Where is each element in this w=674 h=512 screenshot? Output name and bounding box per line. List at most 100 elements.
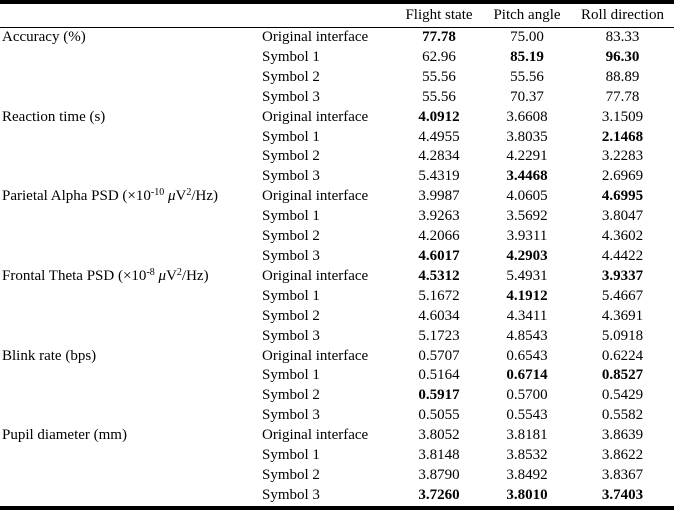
interface-label: Original interface	[262, 108, 369, 125]
interface-label: Symbol 3	[262, 407, 320, 424]
value-pitch-angle: 0.5700	[506, 387, 548, 404]
value-pitch-angle: 0.6714	[506, 367, 548, 384]
interface-label: Symbol 3	[262, 486, 320, 503]
value-roll-direction: 4.3691	[601, 307, 644, 324]
metric-label-superscript: 2	[186, 187, 192, 199]
interface-label: Symbol 3	[262, 168, 320, 185]
value-pitch-angle: 3.5692	[506, 208, 548, 225]
value-pitch-angle: 3.6608	[506, 108, 548, 125]
table-row: Symbol 1 5.1672 4.1912 5.4667	[0, 287, 674, 307]
value-roll-direction: 5.4667	[601, 287, 644, 304]
interface-label: Symbol 1	[262, 287, 320, 304]
value-flight-state: 3.9263	[418, 208, 460, 225]
value-pitch-angle: 4.8543	[506, 327, 548, 344]
metric-label	[0, 147, 262, 167]
value-flight-state: 62.96	[422, 48, 456, 65]
table-row: Symbol 3 0.5055 0.5543 0.5582	[0, 406, 674, 426]
value-roll-direction: 3.9337	[601, 267, 644, 284]
interface-label: Original interface	[262, 267, 369, 284]
metric-label	[0, 327, 262, 347]
metric-label	[0, 446, 262, 466]
metric-label	[0, 486, 262, 508]
header-flight-state: Flight state	[405, 7, 473, 23]
interface-label: Symbol 2	[262, 387, 320, 404]
table-row: Symbol 3 4.6017 4.2903 4.4422	[0, 247, 674, 267]
interface-label: Symbol 1	[262, 367, 320, 384]
interface-label: Original interface	[262, 347, 369, 364]
metric-label	[0, 88, 262, 108]
table-row: Parietal Alpha PSD (×10-10 μV2/Hz) Origin…	[0, 187, 674, 207]
interface-label: Symbol 1	[262, 48, 320, 65]
metric-label	[0, 48, 262, 68]
value-flight-state: 4.6034	[418, 307, 460, 324]
table-row: Accuracy (%) Original interface 77.78 75.00…	[0, 28, 674, 48]
table-row: Symbol 2 4.2066 3.9311 4.3602	[0, 227, 674, 247]
metric-label: Parietal Alpha PSD (×10-10 μV2/Hz)	[0, 187, 262, 207]
interface-label: Symbol 3	[262, 247, 320, 264]
value-flight-state: 3.8052	[418, 427, 460, 444]
value-pitch-angle: 55.56	[510, 68, 544, 85]
metric-label: Pupil diameter (mm)	[0, 426, 262, 446]
value-pitch-angle: 3.8532	[506, 447, 548, 464]
value-flight-state: 4.2066	[418, 228, 460, 245]
value-roll-direction: 4.6995	[601, 188, 644, 205]
value-flight-state: 0.5917	[418, 387, 460, 404]
metric-label-text: μ	[158, 267, 167, 284]
header-row: Flight state Pitch angle Roll direction	[0, 2, 674, 28]
metric-label	[0, 366, 262, 386]
value-roll-direction: 96.30	[605, 48, 640, 65]
value-roll-direction: 3.8622	[601, 447, 644, 464]
value-roll-direction: 5.0918	[601, 327, 644, 344]
value-roll-direction: 2.6969	[601, 168, 644, 185]
value-flight-state: 0.5055	[418, 407, 460, 424]
value-roll-direction: 0.5582	[601, 407, 644, 424]
value-flight-state: 4.2834	[418, 148, 460, 165]
table-row: Symbol 1 3.8148 3.8532 3.8622	[0, 446, 674, 466]
metric-label	[0, 128, 262, 148]
value-roll-direction: 4.3602	[601, 228, 644, 245]
table-row: Symbol 2 55.56 55.56 88.89	[0, 68, 674, 88]
metric-label	[0, 466, 262, 486]
table-row: Pupil diameter (mm) Original interface 3.8…	[0, 426, 674, 446]
interface-label: Symbol 1	[262, 208, 320, 225]
metric-label	[0, 307, 262, 327]
value-flight-state: 55.56	[422, 68, 456, 85]
metric-label	[0, 167, 262, 187]
table-row: Symbol 1 4.4955 3.8035 2.1468	[0, 128, 674, 148]
table-row: Symbol 3 5.4319 3.4468 2.6969	[0, 167, 674, 187]
value-roll-direction: 0.6224	[601, 347, 644, 364]
value-flight-state: 4.6017	[418, 247, 460, 264]
metric-label-text: Blink rate (bps)	[2, 347, 97, 364]
metric-label-superscript: 2	[176, 266, 182, 278]
table-row: Blink rate (bps) Original interface 0.5707…	[0, 347, 674, 367]
interface-label: Symbol 2	[262, 466, 320, 483]
value-pitch-angle: 4.1912	[506, 287, 548, 304]
value-flight-state: 3.7260	[418, 486, 460, 503]
metric-label: Frontal Theta PSD (×10-8 μV2/Hz)	[0, 267, 262, 287]
value-pitch-angle: 3.8035	[506, 128, 548, 145]
metric-label	[0, 247, 262, 267]
interface-label: Symbol 2	[262, 68, 320, 85]
table-row: Symbol 2 4.6034 4.3411 4.3691	[0, 307, 674, 327]
metric-label-text: Parietal Alpha PSD (×10	[2, 188, 151, 205]
metric-label	[0, 68, 262, 88]
value-flight-state: 3.8790	[418, 466, 460, 483]
value-roll-direction: 2.1468	[601, 128, 644, 145]
value-roll-direction: 3.1509	[601, 108, 644, 125]
value-roll-direction: 0.8527	[601, 367, 644, 384]
value-flight-state: 5.1723	[418, 327, 460, 344]
table-row: Symbol 3 55.56 70.37 77.78	[0, 88, 674, 108]
table-body: Accuracy (%) Original interface 77.78 75.00…	[0, 28, 674, 508]
value-flight-state: 5.1672	[418, 287, 460, 304]
header-roll-direction: Roll direction	[581, 7, 664, 23]
metric-label-text: μ	[167, 188, 176, 205]
header-pitch-angle: Pitch angle	[493, 7, 561, 23]
value-flight-state: 3.8148	[418, 447, 460, 464]
header-metric-spacer	[0, 2, 262, 28]
value-pitch-angle: 3.8181	[506, 427, 548, 444]
metric-label-text: V	[166, 267, 177, 284]
value-pitch-angle: 3.8492	[506, 466, 548, 483]
header-interface-spacer	[262, 2, 395, 28]
metric-label	[0, 287, 262, 307]
interface-label: Original interface	[262, 29, 369, 45]
